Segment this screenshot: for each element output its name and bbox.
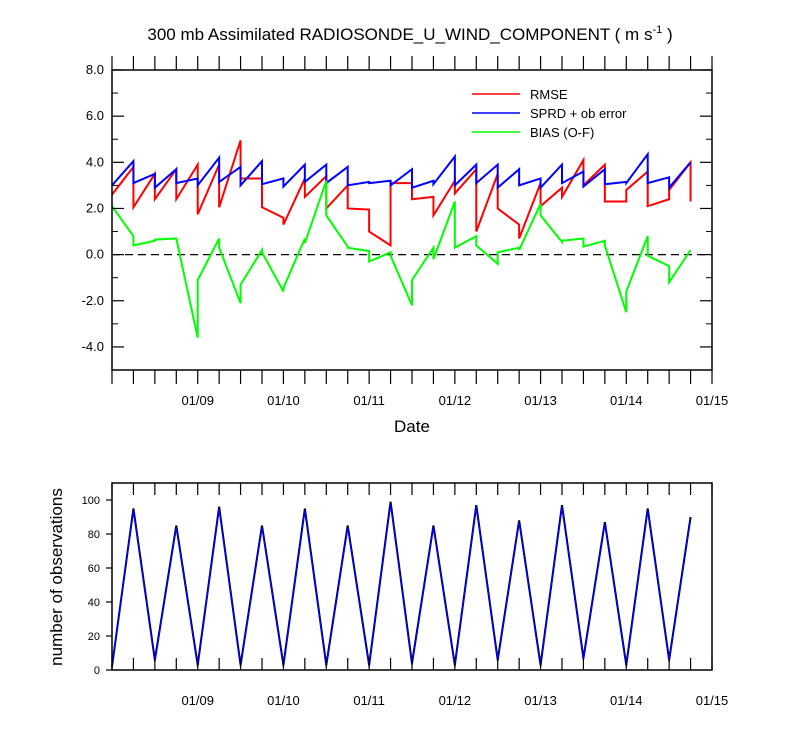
legend-label-bias: BIAS (O-F): [530, 125, 594, 140]
series-line-used: [111, 503, 692, 667]
y-tick-label: 0: [94, 665, 100, 677]
y-tick-label: 6.0: [86, 108, 104, 123]
x-tick-label: 01/15: [696, 693, 729, 708]
y-tick-label: 40: [88, 597, 100, 609]
x-tick-label: 01/10: [267, 693, 300, 708]
x-tick-label: 01/14: [610, 693, 643, 708]
y-tick-label: 100: [82, 495, 100, 507]
legend-label-sprd: SPRD + ob error: [530, 106, 627, 121]
x-tick-label: 01/12: [439, 393, 472, 408]
y-tick-label: -2.0: [82, 293, 104, 308]
chart-title: 300 mb Assimilated RADIOSONDE_U_WIND_COM…: [147, 24, 672, 44]
x-tick-label: 01/10: [267, 393, 300, 408]
observations-chart: 0 20 40 60 80 100 01/09 01/10 01/11 01/12 01/13 01/…: [47, 482, 729, 708]
rmse-chart: 300 mb Assimilated RADIOSONDE_U_WIND_COM…: [82, 24, 729, 436]
y-tick-label: 20: [88, 631, 100, 643]
x-tick-label: 01/09: [181, 693, 214, 708]
y-tick-label: 8.0: [86, 62, 104, 77]
y-tick-label: 4.0: [86, 154, 104, 169]
y-tick-label: 0.0: [86, 247, 104, 262]
x-tick-label: 01/13: [524, 693, 557, 708]
x-tick-label: 01/09: [181, 393, 214, 408]
x-tick-label: 01/13: [524, 393, 557, 408]
series-line-sprd: [111, 151, 692, 191]
x-tick-label: 01/12: [439, 693, 472, 708]
y-tick-label: 60: [88, 563, 100, 575]
series-line-rmse: [111, 140, 692, 248]
x-tick-label: 01/11: [353, 693, 385, 708]
y-tick-label: -4.0: [82, 339, 104, 354]
legend-label-rmse: RMSE: [530, 87, 568, 102]
x-axis-label: Date: [394, 417, 430, 436]
y-tick-label: 80: [88, 529, 100, 541]
x-tick-label: 01/11: [353, 393, 385, 408]
legend: RMSE SPRD + ob error BIAS (O-F): [472, 87, 627, 140]
y-tick-label: 2.0: [86, 200, 104, 215]
x-tick-label: 01/15: [696, 393, 729, 408]
y-axis-label: number of observations: [47, 488, 66, 666]
x-tick-label: 01/14: [610, 393, 643, 408]
series-line-bias: [111, 180, 692, 338]
